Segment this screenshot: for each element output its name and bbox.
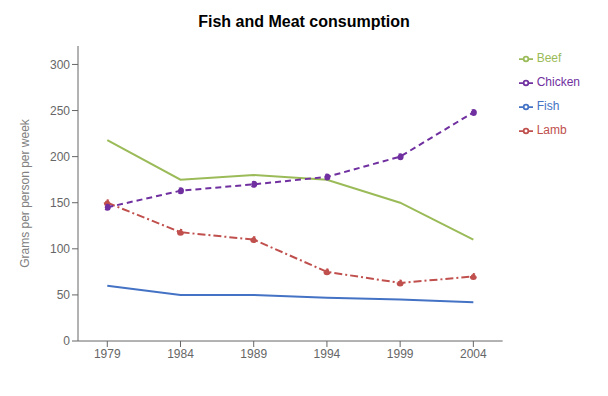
- html-text:Lamb: Lamb: [536, 123, 567, 137]
- svg-text:1984: 1984: [167, 347, 194, 361]
- svg-text:150: 150: [50, 196, 70, 210]
- svg-text:200: 200: [50, 150, 70, 164]
- html-text:Fish: Fish: [536, 99, 560, 113]
- svg-text:250: 250: [50, 104, 70, 118]
- html-text:Fish and Meat consumption: Fish and Meat consumption: [198, 13, 410, 30]
- svg-text:1989: 1989: [240, 347, 267, 361]
- svg-text:2004: 2004: [460, 347, 487, 361]
- svg-text:1979: 1979: [94, 347, 121, 361]
- svg-text:1994: 1994: [314, 347, 341, 361]
- svg-text:50: 50: [57, 288, 71, 302]
- svg-text:0: 0: [63, 334, 70, 348]
- html-text:Beef: Beef: [536, 51, 562, 65]
- svg-text:1999: 1999: [387, 347, 414, 361]
- html-text:Chicken: Chicken: [536, 75, 580, 89]
- svg-text:Grams per person per week: Grams per person per week: [18, 118, 32, 268]
- svg-text:100: 100: [50, 242, 70, 256]
- svg-text:300: 300: [50, 58, 70, 72]
